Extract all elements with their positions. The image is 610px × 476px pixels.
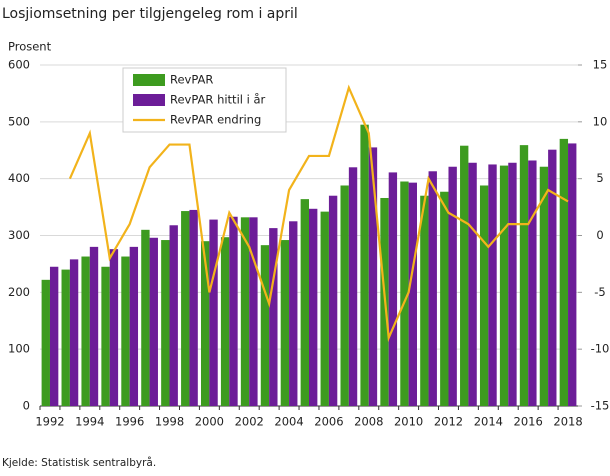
y-tick-label: 100 (8, 342, 30, 356)
bar (528, 160, 537, 406)
bar (440, 191, 449, 406)
bar (468, 162, 477, 406)
bar (240, 217, 250, 406)
bar (328, 195, 338, 406)
y2-tick-label: 10 (593, 114, 608, 128)
bar (388, 172, 398, 406)
x-tick-label: 2002 (235, 415, 264, 429)
bar (201, 241, 210, 406)
bar (209, 219, 218, 406)
x-tick-label: 2004 (274, 415, 303, 429)
x-tick-label: 2008 (354, 415, 383, 429)
y2-tick-label: 0 (596, 228, 603, 242)
legend-label: RevPAR hittil i år (170, 93, 266, 107)
bar (488, 164, 497, 406)
bar (81, 256, 90, 406)
y2-tick-label: -10 (591, 342, 610, 356)
bar (89, 246, 99, 406)
x-tick-label: 2012 (434, 415, 463, 429)
bar (101, 266, 110, 406)
bar (408, 182, 417, 406)
bar (109, 249, 119, 406)
bar (428, 171, 437, 406)
bar (269, 228, 278, 406)
bar (280, 240, 290, 406)
y2-tick-label: -15 (591, 399, 610, 413)
bar (548, 149, 557, 406)
bar (320, 211, 329, 406)
bar (479, 185, 489, 406)
bar (141, 229, 150, 406)
bar (499, 165, 509, 406)
bar (420, 195, 429, 406)
bar (149, 237, 158, 406)
bar (289, 221, 298, 406)
bar (448, 166, 457, 406)
bar (559, 138, 569, 406)
bar (161, 240, 170, 406)
source: Kjelde: Statistisk sentralbyrå. (2, 456, 156, 469)
y2-tick-label: -5 (594, 285, 605, 299)
bar (460, 145, 469, 406)
bar (249, 217, 258, 406)
y-tick-label: 200 (8, 285, 30, 299)
x-tick-label: 1998 (155, 415, 184, 429)
y2-tick-label: 5 (596, 171, 603, 185)
bar (41, 279, 50, 406)
x-tick-label: 2018 (553, 415, 582, 429)
bar (49, 266, 59, 406)
bar (568, 143, 577, 406)
bar (229, 216, 238, 406)
bar (121, 256, 130, 406)
bar (129, 246, 139, 406)
bar (69, 259, 79, 406)
bar (348, 167, 358, 406)
bar (368, 147, 378, 407)
y-tick-label: 400 (8, 171, 30, 185)
bar (169, 225, 178, 406)
x-tick-label: 2006 (314, 415, 343, 429)
bar (539, 166, 549, 406)
x-tick-label: 2016 (514, 415, 543, 429)
x-tick-label: 1992 (35, 415, 64, 429)
legend-swatch (133, 74, 165, 86)
bar (300, 199, 309, 406)
y-tick-label: 500 (8, 114, 30, 128)
bar (181, 211, 190, 406)
line (68, 84, 569, 343)
y-tick-label: 0 (23, 399, 30, 413)
bar (360, 124, 369, 407)
y-tick-label: 300 (8, 228, 30, 242)
bar (260, 245, 270, 406)
bar (309, 208, 318, 406)
y2-tick-label: 15 (593, 58, 608, 72)
bar (400, 181, 409, 406)
bar (220, 237, 230, 406)
legend-swatch (133, 94, 165, 106)
bar (340, 185, 349, 406)
x-tick-label: 2000 (195, 415, 224, 429)
y-tick-label: 600 (8, 58, 30, 72)
bar (519, 145, 529, 406)
x-tick-label: 1994 (75, 415, 104, 429)
bar (61, 269, 70, 406)
bar (189, 209, 198, 406)
chart-title: Losjiomsetning per tilgjengeleg rom i ap… (2, 6, 298, 22)
x-tick-label: 2014 (474, 415, 503, 429)
x-tick-label: 1996 (115, 415, 144, 429)
legend-label: RevPAR (170, 73, 213, 87)
bar (508, 162, 517, 406)
y-axis-label: Prosent (8, 40, 52, 54)
x-tick-label: 2010 (394, 415, 423, 429)
legend-label: RevPAR endring (170, 113, 261, 127)
